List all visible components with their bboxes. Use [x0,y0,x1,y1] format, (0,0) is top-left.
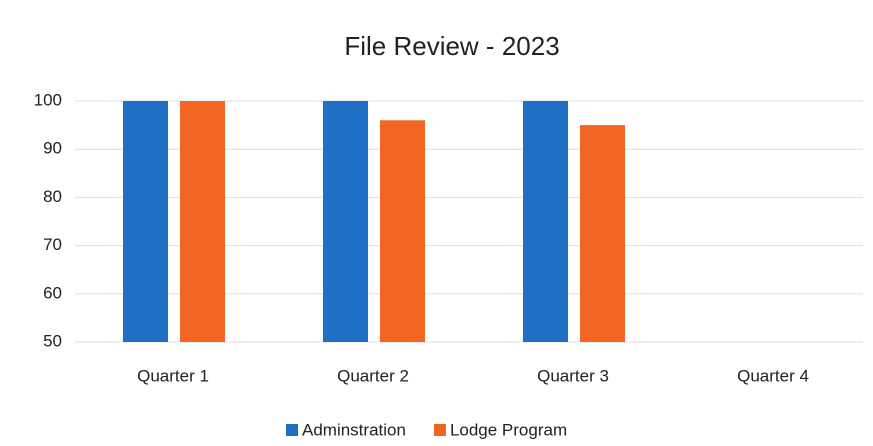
x-tick-label: Quarter 1 [137,366,209,385]
legend-swatch [286,424,298,436]
x-tick-label: Quarter 2 [337,366,409,385]
legend-label: Lodge Program [450,420,567,439]
bar [123,101,168,342]
x-tick-label: Quarter 4 [737,366,809,385]
y-tick-label: 70 [43,235,62,254]
bar [580,125,625,342]
legend-label: Adminstration [302,420,406,439]
chart-title: File Review - 2023 [344,31,559,61]
bar [380,120,425,342]
legend-swatch [433,424,446,436]
bar [180,101,225,342]
y-tick-label: 100 [34,90,62,109]
bar [523,101,568,342]
y-tick-label: 80 [43,187,62,206]
y-tick-label: 50 [43,331,62,350]
y-tick-label: 90 [43,139,62,158]
bar [323,101,368,342]
x-tick-label: Quarter 3 [537,366,609,385]
y-tick-label: 60 [43,283,62,302]
